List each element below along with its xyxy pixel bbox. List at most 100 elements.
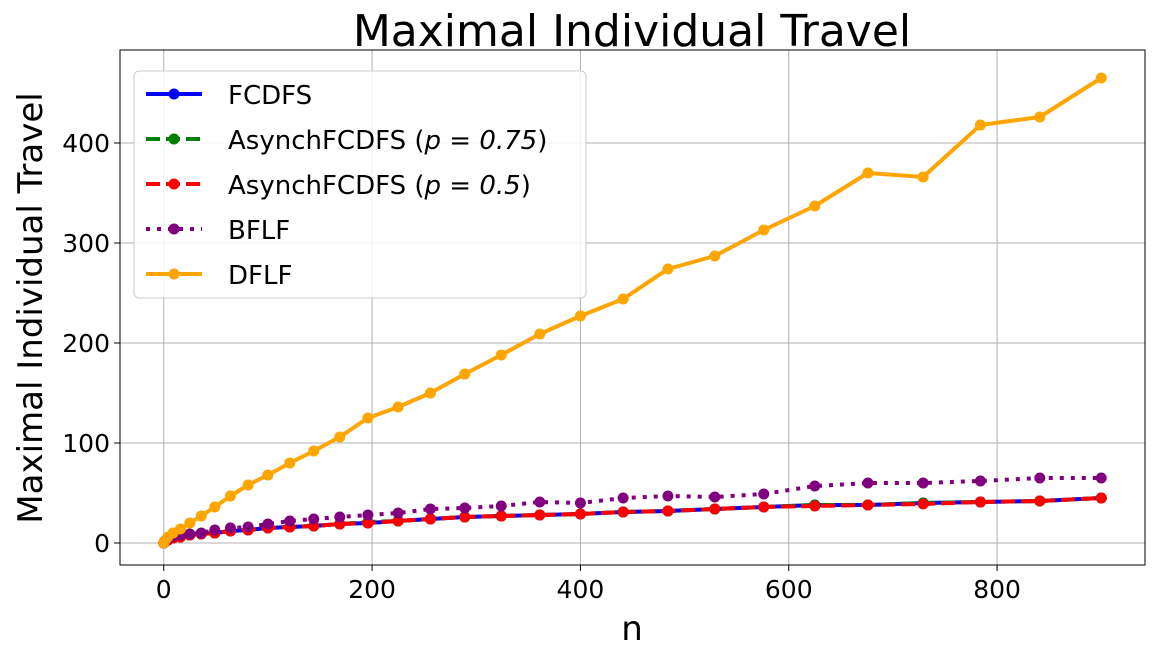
- data-point: [758, 224, 770, 236]
- data-point: [974, 475, 986, 487]
- data-point: [424, 513, 436, 525]
- data-point: [917, 171, 929, 183]
- data-point: [809, 480, 821, 492]
- data-point: [662, 263, 674, 275]
- y-tick-label: 200: [62, 329, 110, 358]
- x-tick-label: 400: [557, 575, 605, 604]
- data-point: [574, 508, 586, 520]
- data-point: [574, 497, 586, 509]
- data-point: [362, 509, 374, 521]
- data-point: [662, 490, 674, 502]
- y-axis-label: Maximal Individual Travel: [11, 92, 51, 523]
- data-point: [362, 517, 374, 529]
- series-asynchfcdfs-p-0-5-: [158, 492, 1107, 549]
- data-point: [974, 496, 986, 508]
- data-point: [758, 501, 770, 513]
- data-point: [862, 167, 874, 179]
- data-point: [1095, 472, 1107, 484]
- data-point: [424, 503, 436, 515]
- ticks: 0 200 400 600 800 0 100 200 300 400: [62, 129, 1021, 604]
- data-point: [1095, 492, 1107, 504]
- data-point: [617, 506, 629, 518]
- data-point: [209, 501, 221, 513]
- legend-label: AsynchFCDFS (p = 0.75): [228, 126, 547, 156]
- data-point: [392, 515, 404, 527]
- data-point: [1034, 495, 1046, 507]
- data-point: [392, 507, 404, 519]
- data-point: [459, 368, 471, 380]
- legend-label: FCDFS: [228, 81, 312, 111]
- data-point: [617, 492, 629, 504]
- legend: FCDFS AsynchFCDFS (p = 0.75) AsynchFCDFS (…: [133, 70, 587, 299]
- data-point: [662, 505, 674, 517]
- data-point: [534, 509, 546, 521]
- data-point: [709, 491, 721, 503]
- data-point: [709, 250, 721, 262]
- data-point: [809, 200, 821, 212]
- data-point: [617, 293, 629, 305]
- y-tick-label: 0: [94, 529, 110, 558]
- x-tick-label: 0: [156, 575, 172, 604]
- data-point: [184, 517, 196, 529]
- data-point: [974, 119, 986, 131]
- y-tick-label: 300: [62, 229, 110, 258]
- data-point: [308, 445, 320, 457]
- data-point: [534, 328, 546, 340]
- legend-label: AsynchFCDFS (p = 0.5): [228, 171, 531, 201]
- data-point: [184, 528, 196, 540]
- data-point: [495, 510, 507, 522]
- data-point: [242, 479, 254, 491]
- x-axis-label: n: [621, 609, 643, 649]
- data-point: [262, 518, 274, 530]
- x-tick-label: 600: [765, 575, 813, 604]
- data-point: [242, 521, 254, 533]
- legend-marker: [168, 223, 180, 235]
- x-tick-label: 800: [973, 575, 1021, 604]
- data-point: [809, 500, 821, 512]
- data-point: [392, 401, 404, 413]
- legend-marker: [168, 178, 180, 190]
- data-point: [917, 477, 929, 489]
- data-point: [308, 513, 320, 525]
- data-point: [224, 522, 236, 534]
- data-point: [424, 387, 436, 399]
- data-point: [495, 349, 507, 361]
- data-point: [459, 502, 471, 514]
- legend-box: [133, 70, 587, 299]
- data-point: [534, 496, 546, 508]
- data-point: [1095, 72, 1107, 84]
- data-point: [209, 524, 221, 536]
- plot-frame: [119, 49, 1146, 566]
- data-point: [362, 412, 374, 424]
- data-point: [862, 477, 874, 489]
- data-point: [459, 511, 471, 523]
- data-point: [917, 498, 929, 510]
- series-dflf: [158, 72, 1107, 549]
- data-point: [174, 523, 186, 535]
- y-tick-label: 400: [62, 129, 110, 158]
- data-point: [574, 310, 586, 322]
- legend-label: BFLF: [228, 216, 290, 246]
- data-point: [262, 469, 274, 481]
- data-point: [334, 511, 346, 523]
- series-group: [158, 72, 1107, 549]
- data-point: [1034, 472, 1046, 484]
- data-point: [224, 490, 236, 502]
- chart-title: Maximal Individual Travel: [353, 6, 911, 57]
- data-point: [862, 499, 874, 511]
- data-point: [284, 457, 296, 469]
- data-point: [284, 515, 296, 527]
- legend-label: DFLF: [228, 261, 292, 291]
- data-point: [709, 503, 721, 515]
- data-point: [195, 527, 207, 539]
- data-point: [758, 488, 770, 500]
- data-point: [195, 510, 207, 522]
- data-point: [334, 431, 346, 443]
- data-point: [1034, 111, 1046, 123]
- legend-marker: [168, 268, 180, 280]
- y-tick-label: 100: [62, 429, 110, 458]
- legend-marker: [168, 133, 180, 145]
- legend-marker: [168, 88, 180, 100]
- x-tick-label: 200: [348, 575, 396, 604]
